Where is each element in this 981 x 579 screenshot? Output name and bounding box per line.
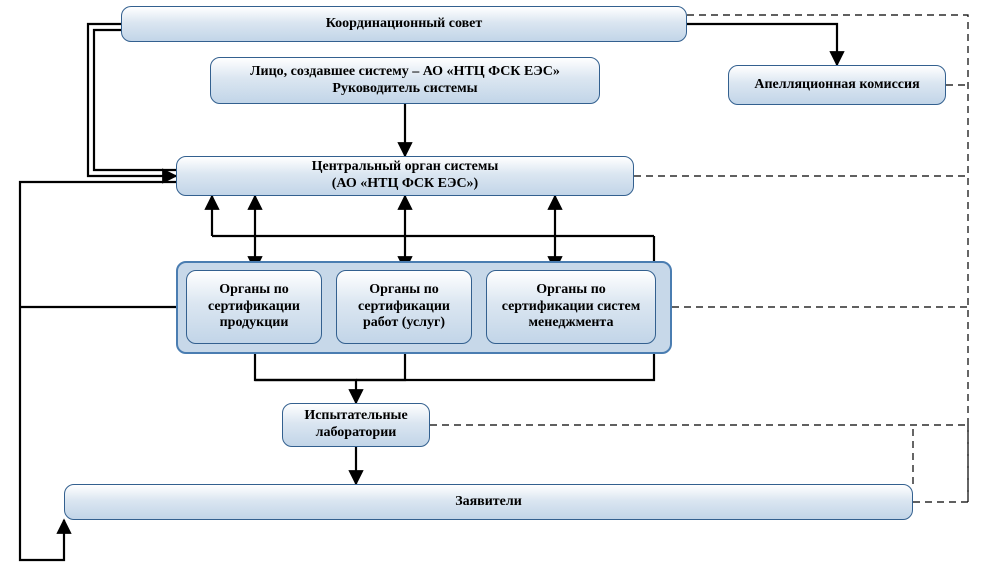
edge-coord-to-central-L	[88, 24, 176, 176]
node-cert-works: Органы по сертификации работ (услуг)	[336, 270, 472, 344]
edge-central-to-coord-L	[94, 30, 176, 170]
node-cert-management: Органы по сертификации систем менеджмент…	[486, 270, 656, 344]
node-appeal-commission: Апелляционная комиссия	[728, 65, 946, 105]
node-applicants: Заявители	[64, 484, 913, 520]
node-system-creator: Лицо, создавшее систему – АО «НТЦ ФСК ЕЭ…	[210, 57, 600, 104]
node-central-body: Центральный орган системы(АО «НТЦ ФСК ЕЭ…	[176, 156, 634, 196]
diagram-stage: Координационный совет Лицо, создавшее си…	[0, 0, 981, 579]
edge-coord-to-appeal	[687, 24, 837, 65]
node-coordination-council: Координационный совет	[121, 6, 687, 42]
node-cert-products: Органы по сертификации продукции	[186, 270, 322, 344]
node-testing-labs: Испытательные лаборатории	[282, 403, 430, 447]
